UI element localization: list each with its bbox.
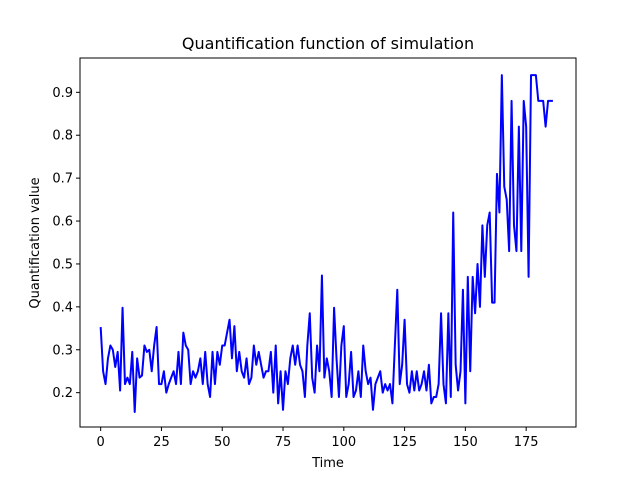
y-tick-label: 0.3	[52, 343, 73, 358]
x-tick-label: 0	[97, 435, 105, 450]
y-tick-label: 0.4	[52, 300, 73, 315]
chart-title: Quantification function of simulation	[182, 34, 474, 53]
y-tick-label: 0.2	[52, 386, 73, 401]
x-tick-label: 175	[514, 435, 539, 450]
y-tick-label: 0.7	[52, 172, 73, 187]
x-axis-label: Time	[311, 456, 344, 471]
x-tick-label: 125	[392, 435, 417, 450]
x-tick-label: 25	[153, 435, 170, 450]
x-tick-label: 50	[214, 435, 231, 450]
y-tick-label: 0.5	[52, 257, 73, 272]
y-axis: 0.2 0.3 0.4 0.5 0.6 0.7 0.8 0.9	[52, 86, 80, 401]
y-axis-label: Quantification value	[28, 177, 43, 308]
x-tick-label: 150	[453, 435, 478, 450]
x-axis: 0 25 50 75 100 125 150 175	[97, 427, 539, 450]
x-tick-label: 100	[331, 435, 356, 450]
y-tick-label: 0.8	[52, 129, 73, 144]
x-tick-label: 75	[275, 435, 292, 450]
axes-frame	[79, 57, 577, 428]
plot-area	[99, 74, 553, 413]
y-tick-label: 0.9	[52, 86, 73, 101]
series-line-0	[99, 74, 553, 413]
y-tick-label: 0.6	[52, 215, 73, 230]
